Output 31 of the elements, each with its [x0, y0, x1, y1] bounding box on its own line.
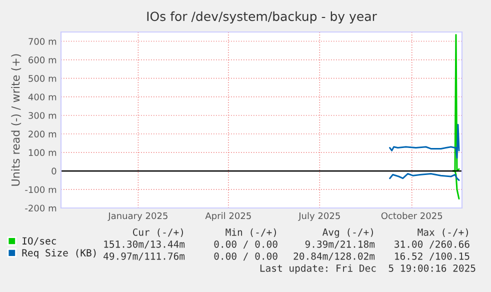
x-tick-label: January 2025	[108, 212, 168, 221]
y-tick-label: 200 m	[28, 130, 56, 138]
text: Cur (-/+)	[132, 228, 183, 237]
text: Last update: Fri Dec 5 19:00:16 2025	[260, 264, 476, 274]
text: Min (-/+)	[226, 228, 276, 237]
text: Avg (-/+)	[322, 228, 373, 238]
text: 9.39m/21.18m	[305, 240, 375, 249]
x-tick-label: October 2025	[381, 212, 442, 220]
text: 16.52 /100.15	[395, 252, 470, 261]
text: 151.30m/13.44m	[104, 240, 185, 249]
text: Max (-/+)	[418, 228, 468, 237]
x-tick-label: July 2025	[298, 212, 340, 221]
y-tick-label: 700 m	[28, 38, 56, 45]
y-axis-title: Units read (-) / write (+)	[11, 54, 22, 186]
text: 0.00 / 0.00	[214, 252, 278, 261]
y-tick-label: 400 m	[28, 94, 56, 100]
legend-label: Req Size (KB)	[22, 248, 96, 258]
x-tick-label: April 2025	[205, 212, 251, 221]
y-tick-label: 500 m	[28, 75, 56, 82]
y-tick-label: 100 m	[28, 149, 56, 156]
text: 49.97m/111.76m	[104, 252, 185, 261]
text: 20.84m/128.02m	[294, 252, 375, 261]
legend-label: IO/sec	[22, 237, 56, 246]
y-tick-label: 300 m	[28, 112, 56, 119]
chart-title: IOs for /dev/system/backup - by year	[147, 11, 377, 24]
y-tick-label: -200 m	[25, 204, 56, 212]
y-tick-label: -100 m	[25, 186, 56, 194]
y-tick-label: 600 m	[28, 56, 56, 64]
text: 31.00 /260.66	[394, 240, 470, 249]
text: 0.00 / 0.00	[214, 240, 278, 249]
y-tick-label: 0	[52, 168, 56, 175]
